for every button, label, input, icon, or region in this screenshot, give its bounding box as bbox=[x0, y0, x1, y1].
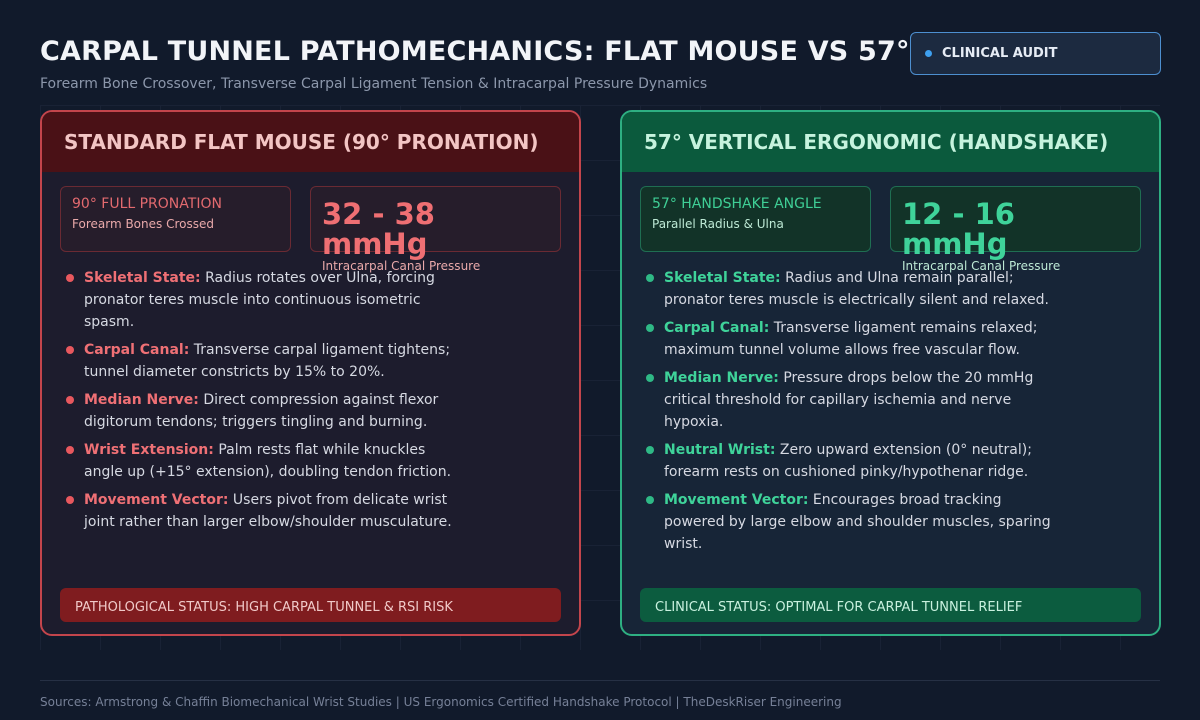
status-bar: CLINICAL STATUS: OPTIMAL FOR CARPAL TUNN… bbox=[640, 588, 1141, 622]
badge-label: CLINICAL AUDIT bbox=[942, 46, 1058, 61]
point-text: Direct compression against flexor digito… bbox=[84, 392, 439, 430]
point-term: Movement Vector: bbox=[664, 492, 809, 508]
point-term: Carpal Canal: bbox=[84, 342, 190, 358]
metric-value: 12 - 16 mmHg bbox=[902, 197, 1015, 261]
point-text: Transverse ligament remains relaxed; max… bbox=[664, 320, 1038, 358]
stat-label: 57° HANDSHAKE ANGLE bbox=[652, 196, 822, 212]
stat-box: 57° HANDSHAKE ANGLE Parallel Radius & Uln… bbox=[640, 186, 871, 252]
stat-sublabel: Parallel Radius & Ulna bbox=[652, 217, 784, 231]
point-term: Median Nerve: bbox=[84, 392, 199, 408]
panel-heading: STANDARD FLAT MOUSE (90° PRONATION) bbox=[42, 112, 579, 172]
point: Carpal Canal: Transverse ligament remain… bbox=[642, 317, 1052, 361]
point-text: Radius and Ulna remain parallel; pronato… bbox=[664, 270, 1049, 308]
point-list: Skeletal State: Radius and Ulna remain p… bbox=[642, 267, 1052, 561]
point-text: Palm rests flat while knuckles angle up … bbox=[84, 442, 452, 480]
page-subtitle: Forearm Bone Crossover, Transverse Carpa… bbox=[40, 76, 708, 92]
point-term: Wrist Extension: bbox=[84, 442, 214, 458]
point: Neutral Wrist: Zero upward extension (0°… bbox=[642, 439, 1052, 483]
point-text: Zero upward extension (0° neutral); fore… bbox=[664, 442, 1032, 480]
panel-card: STANDARD FLAT MOUSE (90° PRONATION) 90° F… bbox=[40, 110, 581, 636]
metric-label: Intracarpal Canal Pressure bbox=[322, 259, 481, 273]
metric-box: 32 - 38 mmHg Intracarpal Canal Pressure bbox=[310, 186, 561, 273]
footer-sources: Sources: Armstrong & Chaffin Biomechanic… bbox=[40, 680, 1160, 709]
point: Movement Vector: Users pivot from delica… bbox=[62, 489, 452, 533]
point-text: Users pivot from delicate wrist joint ra… bbox=[84, 492, 452, 530]
point: Movement Vector: Encourages broad tracki… bbox=[642, 489, 1052, 555]
point-term: Skeletal State: bbox=[664, 270, 781, 286]
status-bar: PATHOLOGICAL STATUS: HIGH CARPAL TUNNEL … bbox=[60, 588, 561, 622]
point: Skeletal State: Radius and Ulna remain p… bbox=[642, 267, 1052, 311]
stat-label: 90° FULL PRONATION bbox=[72, 196, 222, 212]
point-term: Movement Vector: bbox=[84, 492, 229, 508]
panel-card: 57° VERTICAL ERGONOMIC (HANDSHAKE) 57° HA… bbox=[620, 110, 1161, 636]
point-term: Skeletal State: bbox=[84, 270, 201, 286]
page-title: CARPAL TUNNEL PATHOMECHANICS: FLAT MOUSE… bbox=[40, 36, 1028, 67]
metric-label: Intracarpal Canal Pressure bbox=[902, 259, 1061, 273]
stat-sublabel: Forearm Bones Crossed bbox=[72, 217, 214, 231]
metric-box: 12 - 16 mmHg Intracarpal Canal Pressure bbox=[890, 186, 1141, 273]
point: Wrist Extension: Palm rests flat while k… bbox=[62, 439, 452, 483]
point-list: Skeletal State: Radius rotates over Ulna… bbox=[62, 267, 452, 539]
point: Median Nerve: Direct compression against… bbox=[62, 389, 452, 433]
point: Median Nerve: Pressure drops below the 2… bbox=[642, 367, 1052, 433]
point-term: Carpal Canal: bbox=[664, 320, 770, 336]
panel-heading: 57° VERTICAL ERGONOMIC (HANDSHAKE) bbox=[622, 112, 1159, 172]
point: Skeletal State: Radius rotates over Ulna… bbox=[62, 267, 452, 333]
badge-dot bbox=[925, 50, 932, 57]
metric-value: 32 - 38 mmHg bbox=[322, 197, 435, 261]
point-text: Radius rotates over Ulna, forcing pronat… bbox=[84, 270, 435, 330]
point-text: Encourages broad tracking powered by lar… bbox=[664, 492, 1051, 552]
point-text: Transverse carpal ligament tightens; tun… bbox=[84, 342, 451, 380]
point-term: Neutral Wrist: bbox=[664, 442, 776, 458]
stat-box: 90° FULL PRONATION Forearm Bones Crossed bbox=[60, 186, 291, 252]
badge: CLINICAL AUDIT bbox=[910, 32, 1161, 75]
point: Carpal Canal: Transverse carpal ligament… bbox=[62, 339, 452, 383]
point-text: Pressure drops below the 20 mmHg critica… bbox=[664, 370, 1034, 430]
point-term: Median Nerve: bbox=[664, 370, 779, 386]
